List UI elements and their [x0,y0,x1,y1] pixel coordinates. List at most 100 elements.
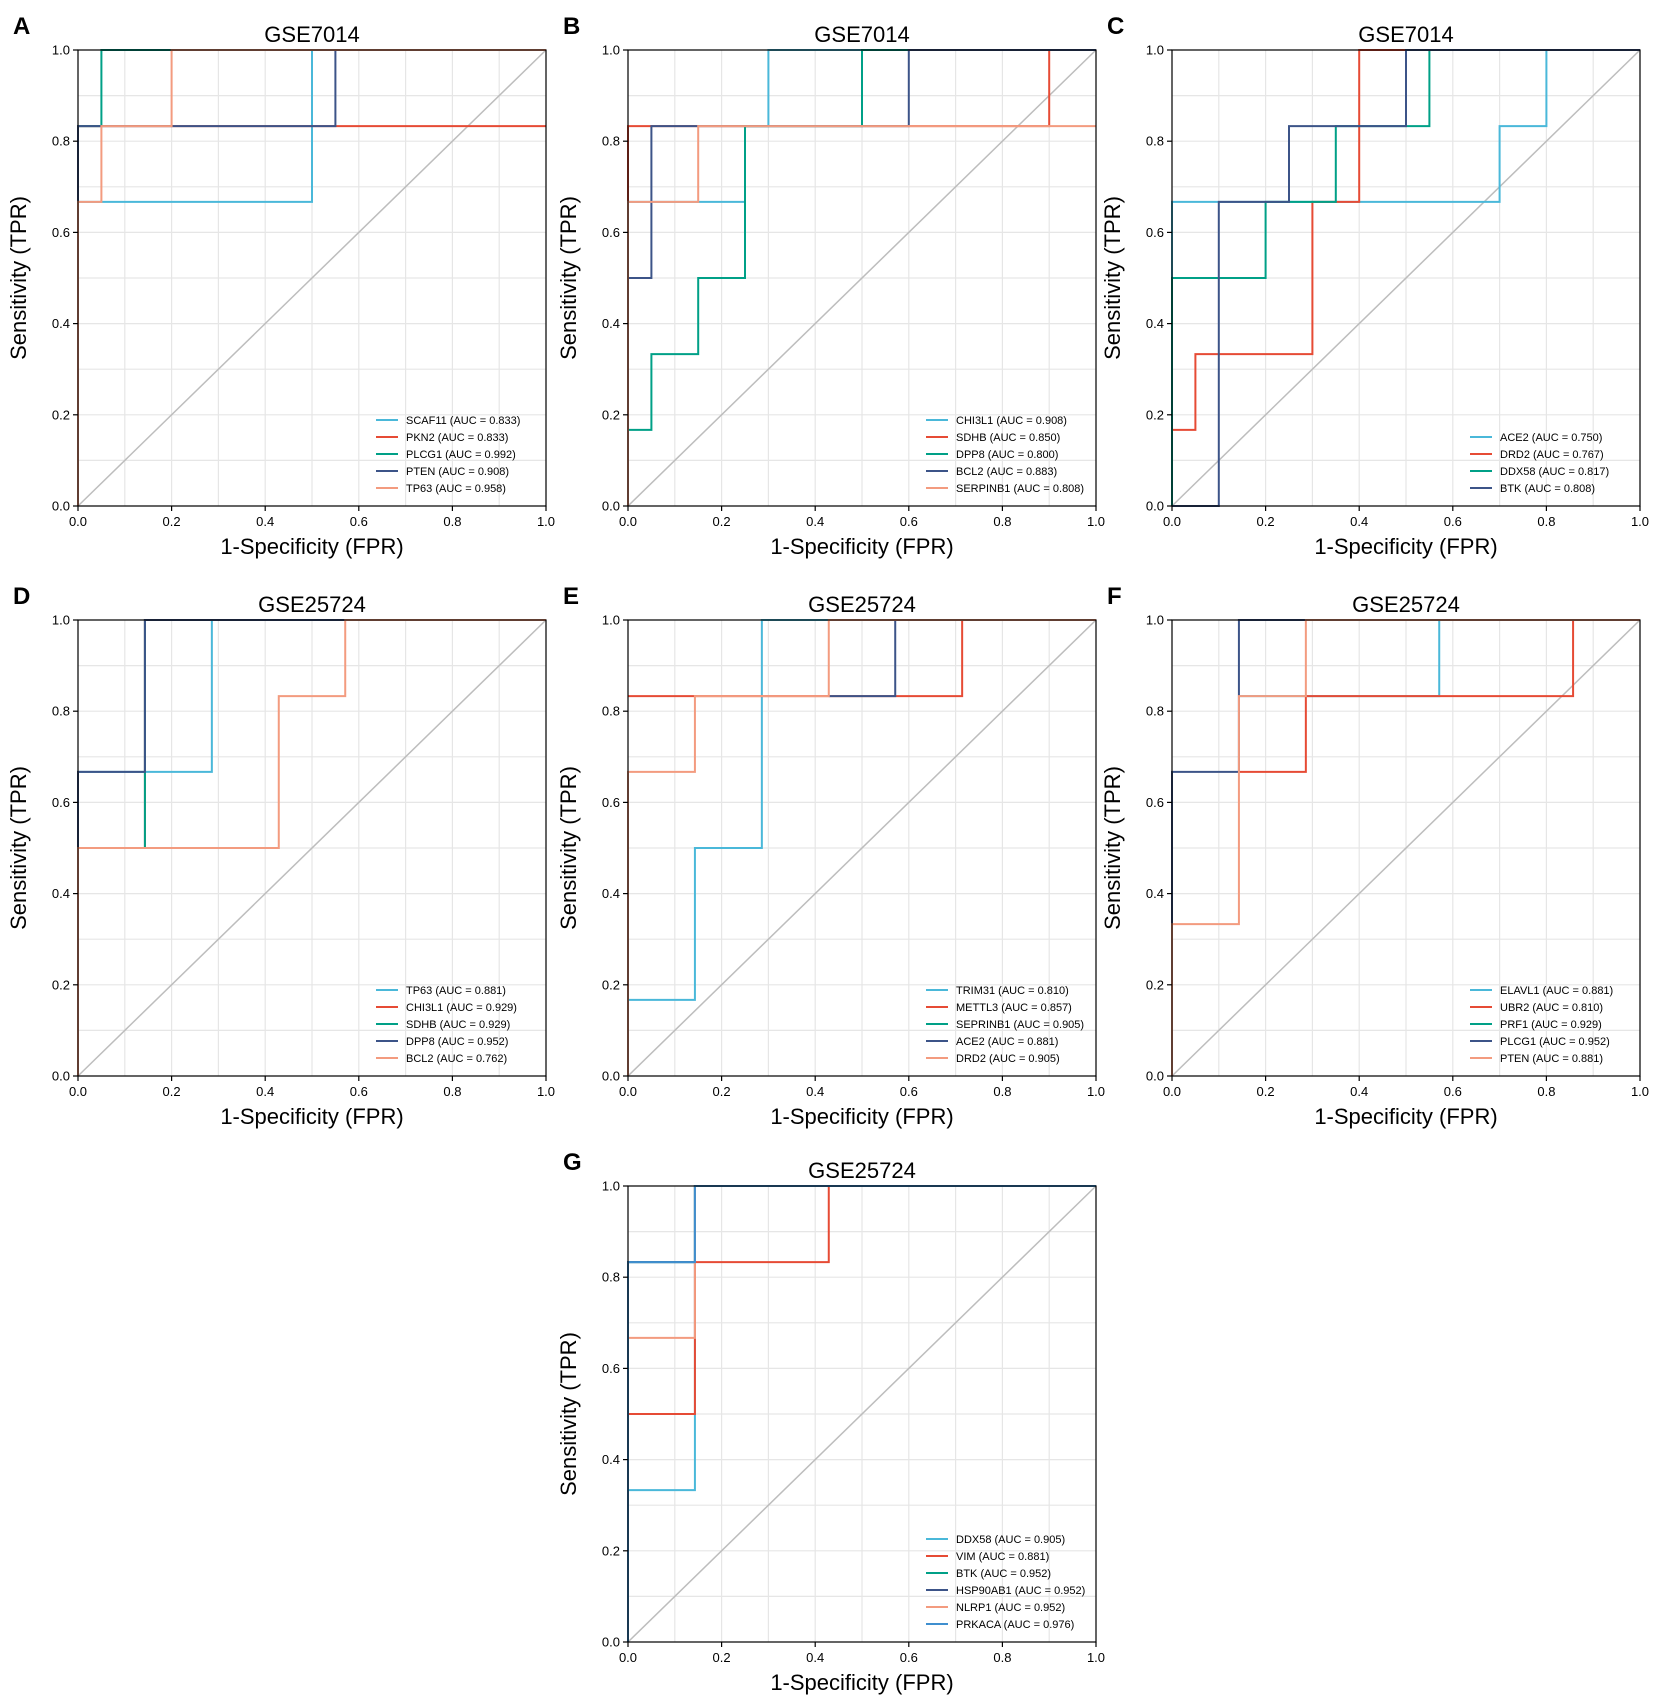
plot-frame [77,619,547,1077]
y-tick-label: 1.0 [1146,43,1164,58]
plot-frame [627,619,1097,1077]
x-tick-label: 0.8 [443,1084,461,1099]
y-tick-label: 0.2 [1146,977,1164,992]
legend-entry: ACE2 (AUC = 0.881) [956,1036,1058,1048]
y-tick-label: 0.0 [1146,1069,1164,1084]
legend-entry: BCL2 (AUC = 0.883) [956,466,1057,478]
x-tick-label: 0.2 [713,514,731,529]
y-tick-label: 0.2 [1146,407,1164,422]
x-tick-label: 0.4 [256,514,274,529]
y-tick-label: 0.0 [602,1635,620,1650]
legend-entry: SDHB (AUC = 0.850) [956,432,1060,444]
y-tick-label: 0.4 [602,886,620,901]
y-tick-label: 1.0 [52,613,70,628]
legend-entry: TP63 (AUC = 0.958) [406,483,506,495]
y-axis-label: Sensitivity (TPR) [6,196,31,360]
legend: ELAVL1 (AUC = 0.881) UBR2 (AUC = 0.810) PR… [1470,985,1613,1065]
roc-curve-dpp8 [627,49,1096,506]
y-axis-label: Sensitivity (TPR) [556,766,581,930]
roc-panel-b: 0.0 0.2 0.4 0.6 0.8 1.0 0.0 0.2 0.4 0.6 0.8 1.0 GSE7… [556,13,1105,559]
y-tick-label: 0.0 [602,499,620,514]
legend-entry: DDX58 (AUC = 0.817) [1500,466,1609,478]
legend-entry: CHI3L1 (AUC = 0.908) [956,415,1067,427]
x-tick-label: 0.4 [1350,1084,1368,1099]
plot-frame [1171,619,1641,1077]
roc-curve-drd2 [1171,49,1640,506]
x-tick-label: 0.0 [69,514,87,529]
panel-letter: D [13,583,30,610]
x-tick-label: 0.0 [1163,514,1181,529]
x-tick-label: 0.2 [163,514,181,529]
x-tick-label: 1.0 [1631,1084,1649,1099]
legend-entry: SDHB (AUC = 0.929) [406,1019,510,1031]
roc-panel-a: 0.0 0.2 0.4 0.6 0.8 1.0 0.0 0.2 0.4 0.6 0.8 1.0 GSE7… [6,13,555,559]
legend-entry: PTEN (AUC = 0.881) [1500,1053,1603,1065]
y-tick-label: 0.6 [52,225,70,240]
panel-title: GSE25724 [808,592,916,617]
legend-entry: ACE2 (AUC = 0.750) [1500,432,1602,444]
y-tick-label: 0.6 [602,795,620,810]
legend-entry: SERPINB1 (AUC = 0.808) [956,483,1084,495]
x-tick-label: 0.8 [1537,514,1555,529]
x-tick-label: 0.8 [993,1084,1011,1099]
y-tick-label: 0.0 [52,499,70,514]
diagonal-reference-line [627,619,1097,1077]
y-tick-label: 0.6 [1146,795,1164,810]
roc-curve-btk [1172,49,1640,507]
roc-curve-elavl1 [1238,619,1640,698]
y-tick-label: 0.8 [602,1270,620,1285]
x-tick-label: 0.6 [350,514,368,529]
x-axis-label: 1-Specificity (FPR) [770,1104,953,1129]
legend-entry: PLCG1 (AUC = 0.952) [1500,1036,1610,1048]
y-axis-label: Sensitivity (TPR) [556,1332,581,1496]
x-tick-label: 0.8 [993,1650,1011,1665]
panel-title: GSE25724 [1352,592,1460,617]
x-tick-label: 1.0 [537,514,555,529]
x-tick-label: 0.8 [443,514,461,529]
y-tick-label: 0.8 [52,134,70,149]
y-tick-label: 0.4 [602,316,620,331]
plot-frame [627,49,1097,507]
x-tick-label: 0.0 [619,514,637,529]
panel-letter: E [563,583,579,610]
legend-entry: PRKACA (AUC = 0.976) [956,1619,1074,1631]
x-tick-label: 0.4 [806,1084,824,1099]
panel-title: GSE25724 [808,1158,916,1183]
y-tick-label: 0.0 [602,1069,620,1084]
y-tick-label: 0.2 [52,977,70,992]
diagonal-reference-line [1171,49,1641,507]
y-tick-label: 0.2 [602,407,620,422]
x-tick-label: 0.2 [713,1084,731,1099]
x-tick-label: 0.0 [69,1084,87,1099]
x-tick-label: 0.4 [806,1650,824,1665]
legend-entry: PTEN (AUC = 0.908) [406,466,509,478]
legend-entry: CHI3L1 (AUC = 0.929) [406,1002,517,1014]
y-tick-label: 0.2 [602,977,620,992]
x-tick-label: 0.4 [256,1084,274,1099]
legend: SCAF11 (AUC = 0.833) PKN2 (AUC = 0.833) PL… [376,415,520,495]
x-tick-label: 0.0 [619,1650,637,1665]
y-axis-label: Sensitivity (TPR) [1100,196,1125,360]
y-tick-label: 0.8 [52,704,70,719]
legend-entry: DDX58 (AUC = 0.905) [956,1534,1065,1546]
panel-title: GSE25724 [258,592,366,617]
legend: ACE2 (AUC = 0.750) DRD2 (AUC = 0.767) DDX5… [1470,432,1609,495]
x-tick-label: 0.6 [1444,1084,1462,1099]
y-tick-label: 0.4 [602,1452,620,1467]
x-tick-label: 0.2 [713,1650,731,1665]
diagonal-reference-line [627,1185,1097,1643]
x-tick-label: 1.0 [1631,514,1649,529]
legend-entry: HSP90AB1 (AUC = 0.952) [956,1585,1085,1597]
x-axis-label: 1-Specificity (FPR) [220,534,403,559]
x-tick-label: 0.2 [1257,514,1275,529]
legend: TRIM31 (AUC = 0.810) METTL3 (AUC = 0.857)… [926,985,1084,1065]
y-tick-label: 1.0 [1146,613,1164,628]
y-tick-label: 0.4 [52,886,70,901]
y-axis-label: Sensitivity (TPR) [556,196,581,360]
y-tick-label: 0.0 [1146,499,1164,514]
x-axis-label: 1-Specificity (FPR) [1314,534,1497,559]
x-tick-label: 0.8 [1537,1084,1555,1099]
y-tick-label: 0.8 [1146,134,1164,149]
legend-entry: DRD2 (AUC = 0.767) [1500,449,1604,461]
